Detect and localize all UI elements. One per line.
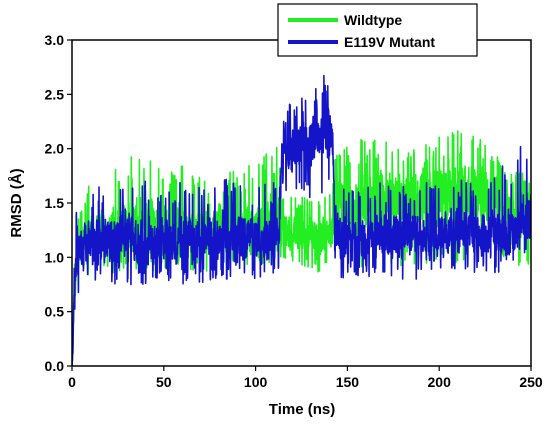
x-tick-label: 200: [428, 374, 452, 390]
legend-label-mutant: E119V Mutant: [344, 34, 435, 50]
y-axis-title: RMSD (Å): [8, 168, 25, 237]
x-tick-label: 100: [244, 374, 268, 390]
x-tick-label: 150: [336, 374, 360, 390]
y-tick-label: 2.5: [45, 86, 65, 102]
legend: Wildtype E119V Mutant: [277, 3, 478, 57]
series-line-e119v-mutant: [72, 74, 531, 366]
x-axis: 0 50 100 150 200 250: [68, 366, 543, 390]
x-tick-label: 250: [519, 374, 543, 390]
y-tick-label: 0.5: [45, 304, 65, 320]
y-tick-label: 0.0: [45, 358, 65, 374]
y-tick-label: 1.0: [45, 249, 65, 265]
y-axis: 0.0 0.5 1.0 1.5 2.0 2.5 3.0: [45, 32, 72, 374]
y-tick-label: 3.0: [45, 32, 65, 48]
y-tick-label: 2.0: [45, 141, 65, 157]
legend-label-wildtype: Wildtype: [344, 12, 402, 28]
x-tick-label: 0: [68, 374, 76, 390]
legend-box: [277, 3, 478, 57]
y-tick-label: 1.5: [45, 195, 65, 211]
x-axis-title: Time (ns): [269, 401, 335, 418]
x-tick-label: 50: [156, 374, 172, 390]
series-layer: [72, 74, 531, 366]
